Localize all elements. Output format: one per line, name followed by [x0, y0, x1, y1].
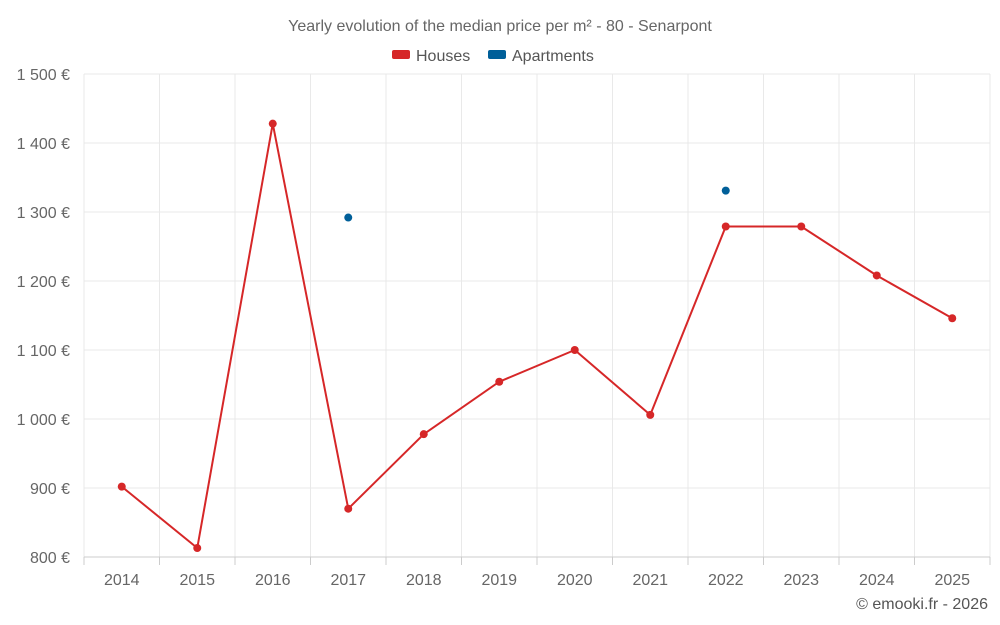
legend-label-houses: Houses	[416, 48, 470, 65]
legend: Houses Apartments	[392, 48, 594, 65]
data-point-houses[interactable]	[495, 377, 504, 386]
legend-swatch-houses	[392, 50, 410, 59]
credit-text: © emooki.fr - 2026	[856, 596, 988, 613]
legend-swatch-apartments	[488, 50, 506, 59]
data-point-apartments[interactable]	[344, 213, 353, 222]
data-point-houses[interactable]	[117, 482, 126, 491]
x-tick-label: 2023	[783, 572, 819, 589]
y-tick-label: 1 100 €	[17, 343, 70, 360]
data-point-houses[interactable]	[268, 119, 277, 128]
data-point-houses[interactable]	[948, 314, 957, 323]
series-line-houses	[121, 122, 953, 550]
chart-title: Yearly evolution of the median price per…	[288, 18, 712, 35]
data-point-houses[interactable]	[419, 430, 428, 439]
x-tick-label: 2018	[406, 572, 442, 589]
data-point-houses[interactable]	[721, 222, 730, 231]
legend-item-houses[interactable]: Houses	[392, 48, 470, 65]
grid	[83, 73, 991, 557]
axes: 800 € 900 € 1 000 € 1 100 € 1 200 € 1 300 € 1 …	[17, 67, 991, 589]
data-point-houses[interactable]	[646, 410, 655, 419]
x-tick-label: 2014	[104, 572, 140, 589]
x-tick-label: 2020	[557, 572, 593, 589]
y-tick-label: 1 200 €	[17, 274, 70, 291]
data-point-apartments[interactable]	[721, 186, 730, 195]
y-tick-label: 1 500 €	[17, 67, 70, 84]
x-tick-label: 2022	[708, 572, 744, 589]
y-tick-label: 1 300 €	[17, 205, 70, 222]
series-apartments	[344, 186, 730, 222]
y-tick-label: 1 400 €	[17, 136, 70, 153]
data-point-houses[interactable]	[344, 504, 353, 513]
series-houses	[117, 119, 957, 553]
y-tick-label: 900 €	[30, 481, 70, 498]
data-point-houses[interactable]	[193, 544, 202, 553]
x-tick-label: 2017	[330, 572, 366, 589]
x-tick-label: 2025	[934, 572, 970, 589]
legend-label-apartments: Apartments	[512, 48, 594, 65]
legend-item-apartments[interactable]: Apartments	[488, 48, 594, 65]
y-tick-label: 800 €	[30, 550, 70, 567]
data-point-houses[interactable]	[872, 271, 881, 280]
y-tick-label: 1 000 €	[17, 412, 70, 429]
x-tick-label: 2024	[859, 572, 895, 589]
x-tick-label: 2016	[255, 572, 291, 589]
data-point-houses[interactable]	[797, 222, 806, 231]
x-tick-label: 2021	[632, 572, 668, 589]
data-point-houses[interactable]	[570, 346, 579, 354]
x-tick-label: 2019	[481, 572, 517, 589]
x-tick-label: 2015	[179, 572, 215, 589]
plot-area	[117, 119, 957, 553]
